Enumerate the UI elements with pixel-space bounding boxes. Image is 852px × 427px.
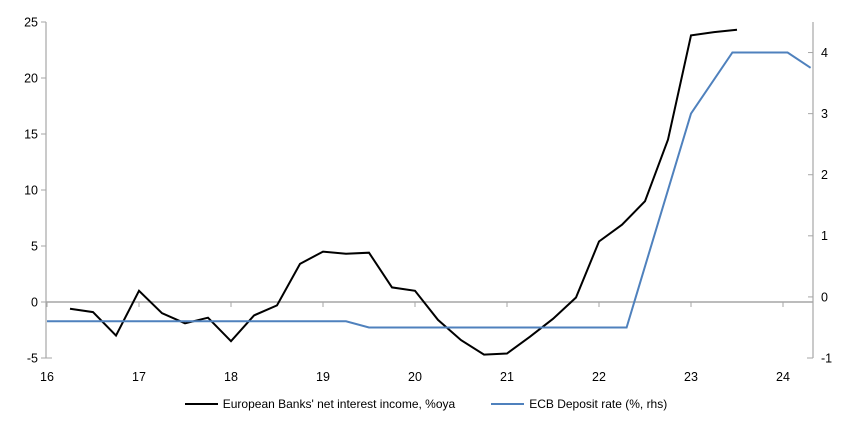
x-axis-labels: 16 17 18 19 20 21 22 23 24 [40,370,790,384]
legend-label-ecb-deposit-rate: ECB Deposit rate (%, rhs) [529,397,668,411]
chart-legend: European Banks' net interest income, %oy… [0,394,852,414]
right-axis-tick-label: 4 [821,46,828,60]
x-axis-tick-label: 17 [132,370,146,384]
blue-line-swatch [491,403,525,405]
left-axis-tick-label: 0 [31,295,38,309]
left-axis-tick-label: 10 [24,183,38,197]
right-axis-tick-label: 3 [821,107,828,121]
left-axis-tick-label: 15 [24,127,38,141]
right-axis-tick-label: 1 [821,229,828,243]
x-axis-tick-label: 19 [316,370,330,384]
right-axis-tick-label: 0 [821,290,828,304]
series-net-interest-income-line [69,28,738,356]
x-axis-tick-label: 16 [40,370,54,384]
x-axis-tick-label: 24 [776,370,790,384]
right-axis: -1 0 1 2 3 4 [807,22,832,365]
left-axis-tick-label: 5 [31,239,38,253]
left-axis-tick-label: 20 [24,71,38,85]
legend-item-net-interest-income: European Banks' net interest income, %oy… [184,397,456,411]
left-axis: -5 0 5 10 15 20 25 [24,15,52,365]
x-axis-tick-label: 22 [592,370,606,384]
legend-item-ecb-deposit-rate: ECB Deposit rate (%, rhs) [491,397,667,411]
right-axis-tick-label: 2 [821,168,828,182]
x-axis-ticks [46,302,784,307]
x-axis-tick-label: 23 [684,370,698,384]
legend-label-net-interest-income: European Banks' net interest income, %oy… [222,397,456,411]
left-axis-tick-label: -5 [27,351,38,365]
right-axis-tick-label: -1 [821,351,832,365]
left-axis-tick-label: 25 [24,15,38,29]
series-ecb-deposit-rate-line [47,51,812,329]
x-axis-tick-label: 20 [408,370,422,384]
x-axis-tick-label: 21 [500,370,514,384]
black-line-swatch [184,403,218,405]
x-axis-tick-label: 18 [224,370,238,384]
